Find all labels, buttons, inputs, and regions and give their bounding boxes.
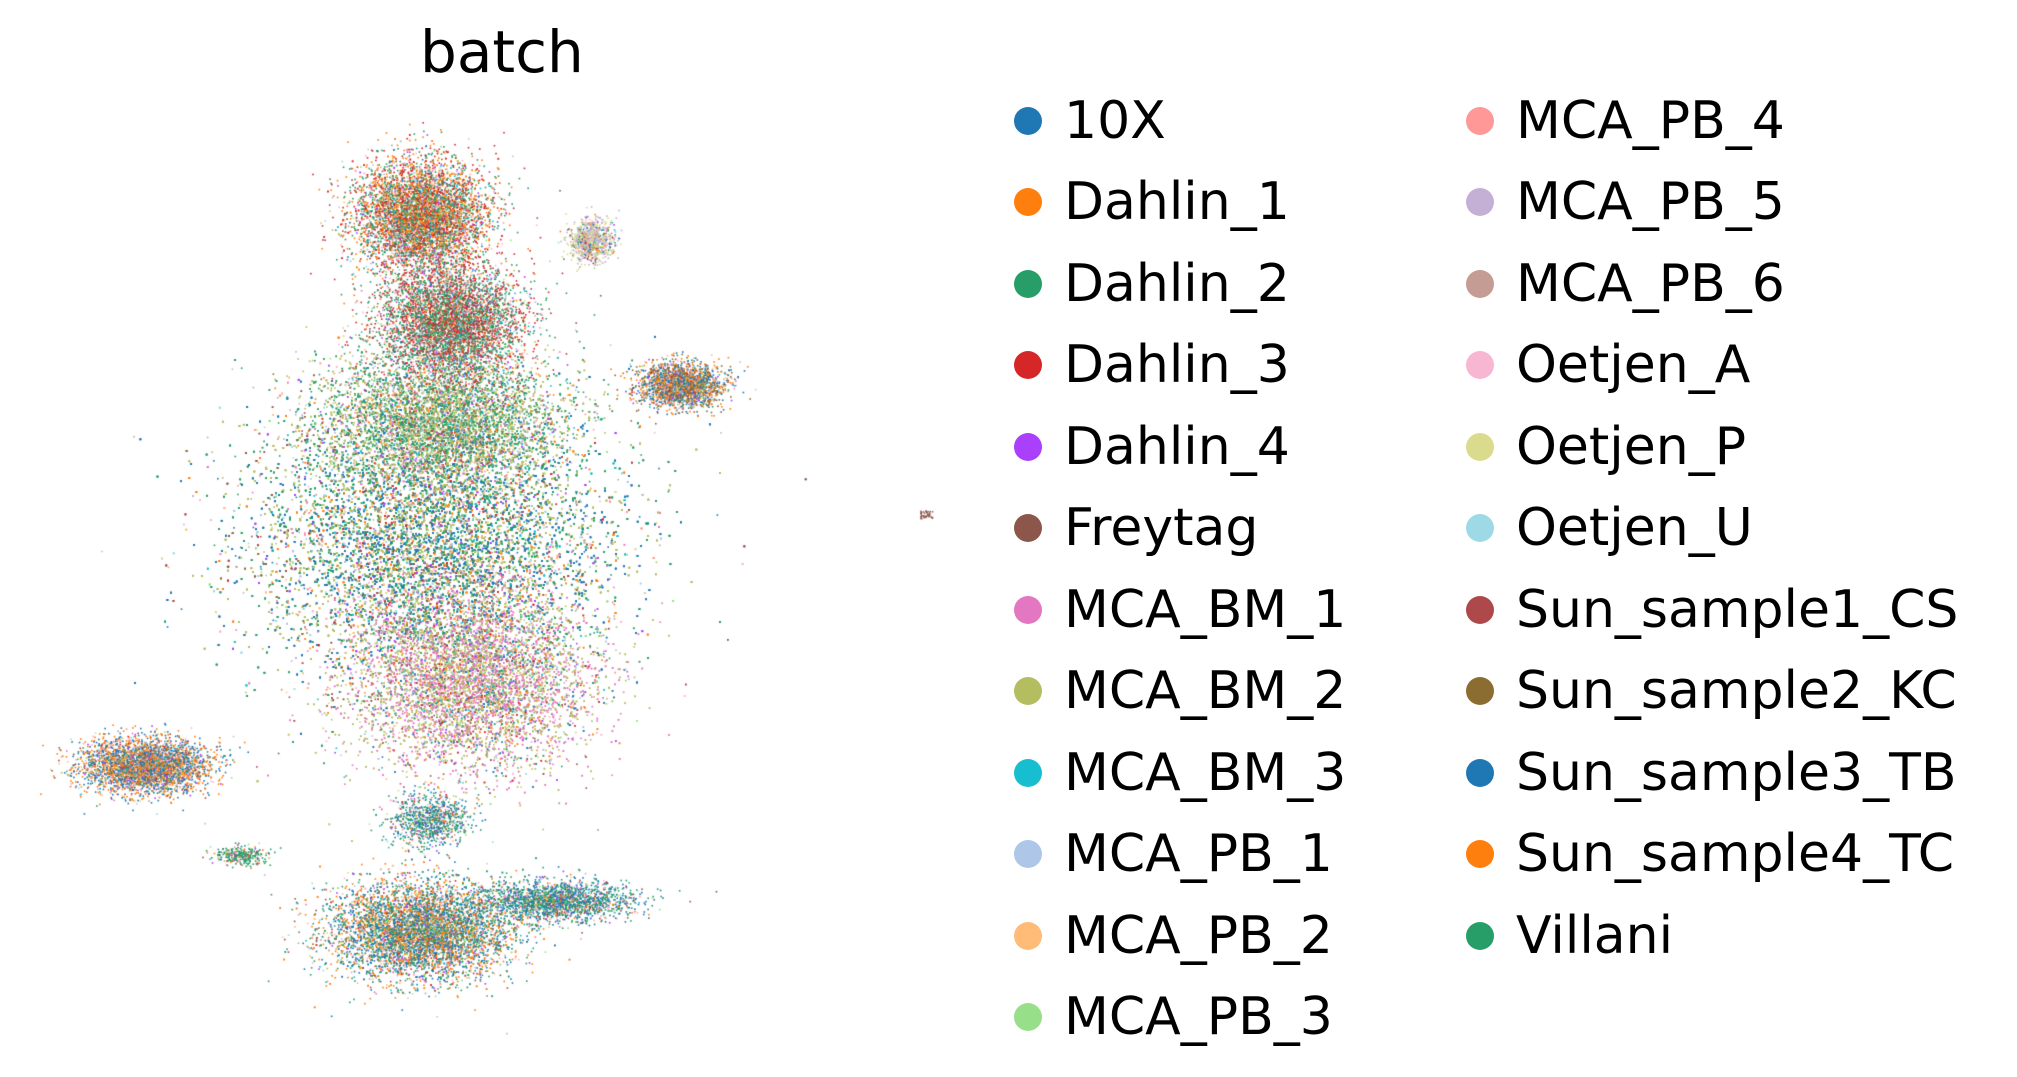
legend-label: MCA_BM_1: [1064, 579, 1347, 640]
legend-label: Freytag: [1064, 498, 1259, 559]
legend-item: MCA_PB_1: [1014, 814, 1346, 896]
legend-item: MCA_BM_3: [1014, 732, 1346, 814]
legend-marker: [1014, 514, 1042, 543]
legend-item: Dahlin_4: [1014, 406, 1346, 488]
legend-marker: [1466, 269, 1494, 298]
legend-label: MCA_PB_4: [1516, 90, 1785, 151]
legend-marker: [1466, 921, 1494, 950]
legend-marker: [1466, 758, 1494, 787]
legend-marker: [1014, 840, 1042, 869]
legend-label: MCA_PB_5: [1516, 172, 1785, 233]
legend-item: Sun_sample4_TC: [1466, 814, 1958, 896]
legend-marker: [1466, 595, 1494, 624]
legend-label: Dahlin_3: [1064, 335, 1290, 396]
legend-marker: [1466, 514, 1494, 543]
legend-marker: [1014, 921, 1042, 950]
legend-item: MCA_PB_4: [1466, 80, 1958, 162]
legend-marker: [1466, 188, 1494, 217]
legend-item: Freytag: [1014, 488, 1346, 570]
legend-item: MCA_PB_3: [1014, 977, 1346, 1059]
legend-item: Oetjen_A: [1466, 325, 1958, 407]
legend-marker: [1014, 758, 1042, 787]
legend-marker: [1466, 106, 1494, 135]
legend-label: Oetjen_U: [1516, 498, 1753, 559]
legend-label: Sun_sample2_KC: [1516, 661, 1957, 722]
umap-scatter-plot: [0, 0, 1000, 1077]
legend-marker: [1014, 1003, 1042, 1032]
legend-marker: [1466, 351, 1494, 380]
legend-item: Dahlin_1: [1014, 162, 1346, 244]
legend-label: Dahlin_4: [1064, 416, 1290, 477]
legend-item: Dahlin_2: [1014, 243, 1346, 325]
legend-label: Sun_sample4_TC: [1516, 824, 1955, 885]
legend-label: MCA_BM_2: [1064, 661, 1347, 722]
legend-label: Sun_sample3_TB: [1516, 742, 1957, 803]
legend-item: 10X: [1014, 80, 1346, 162]
legend-marker: [1014, 188, 1042, 217]
legend-label: Oetjen_A: [1516, 335, 1751, 396]
legend-label: Dahlin_1: [1064, 172, 1290, 233]
legend-item: Sun_sample2_KC: [1466, 651, 1958, 733]
legend-item: Oetjen_P: [1466, 406, 1958, 488]
legend-item: MCA_PB_6: [1466, 243, 1958, 325]
legend-marker: [1014, 595, 1042, 624]
legend-item: MCA_BM_1: [1014, 569, 1346, 651]
legend-label: MCA_PB_3: [1064, 987, 1333, 1048]
legend-label: Dahlin_2: [1064, 253, 1290, 314]
legend-label: Sun_sample1_CS: [1516, 579, 1959, 640]
legend-marker: [1014, 106, 1042, 135]
legend-item: Villani: [1466, 895, 1958, 977]
legend-column-1: 10X Dahlin_1 Dahlin_2 Dahlin_3 Dahlin_4 Freyt…: [1014, 80, 1346, 1058]
legend-label: Oetjen_P: [1516, 416, 1747, 477]
legend-item: Oetjen_U: [1466, 488, 1958, 570]
legend-label: MCA_PB_6: [1516, 253, 1785, 314]
legend-item: Sun_sample1_CS: [1466, 569, 1958, 651]
legend-marker: [1014, 432, 1042, 461]
legend-label: 10X: [1064, 90, 1166, 151]
legend-marker: [1014, 269, 1042, 298]
legend-label: MCA_BM_3: [1064, 742, 1347, 803]
legend-marker: [1466, 840, 1494, 869]
legend-item: MCA_PB_5: [1466, 162, 1958, 244]
legend-label: Villani: [1516, 905, 1674, 966]
legend-marker: [1466, 432, 1494, 461]
legend-column-2: MCA_PB_4 MCA_PB_5 MCA_PB_6 Oetjen_A Oetjen_P…: [1466, 80, 1958, 977]
legend-item: Dahlin_3: [1014, 325, 1346, 407]
legend-label: MCA_PB_1: [1064, 824, 1333, 885]
legend-item: Sun_sample3_TB: [1466, 732, 1958, 814]
legend-marker: [1014, 351, 1042, 380]
legend-label: MCA_PB_2: [1064, 905, 1333, 966]
legend-marker: [1014, 677, 1042, 706]
legend-marker: [1466, 677, 1494, 706]
legend-item: MCA_BM_2: [1014, 651, 1346, 733]
legend-item: MCA_PB_2: [1014, 895, 1346, 977]
